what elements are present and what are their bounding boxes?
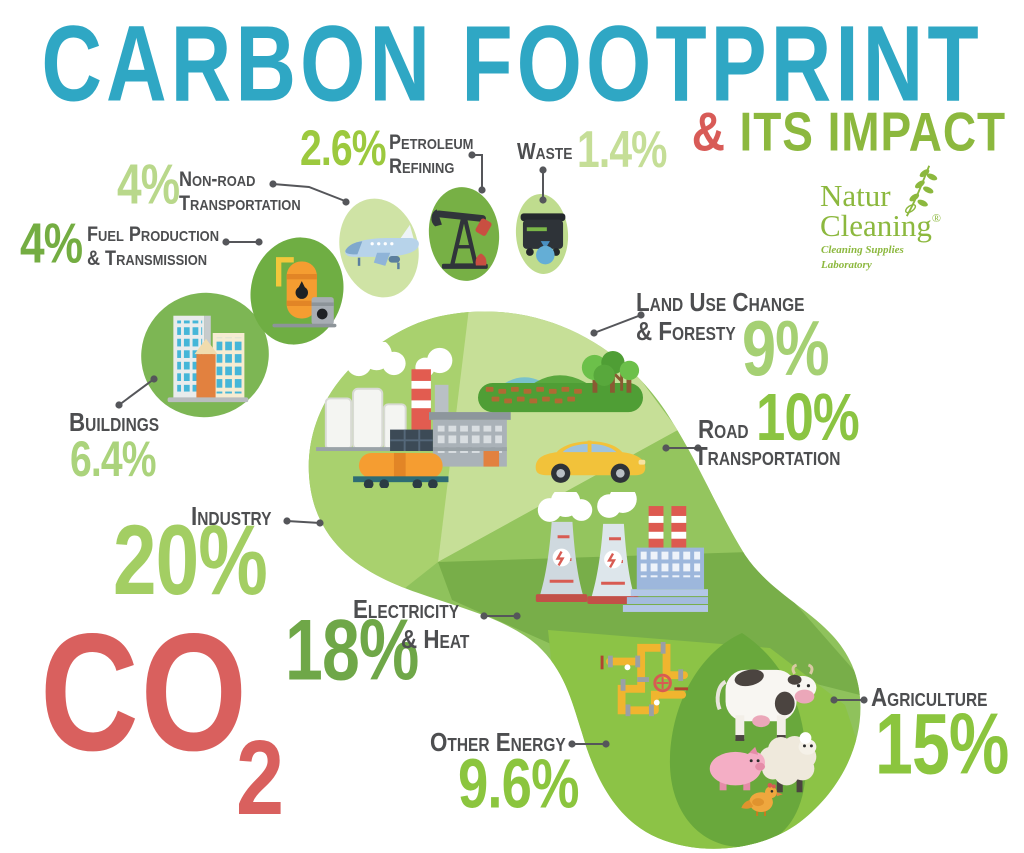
registered-mark: ®	[931, 211, 942, 225]
other-energy-label: Other Energy	[430, 727, 566, 757]
agriculture-label: Agriculture	[871, 682, 988, 712]
sheep	[759, 732, 817, 793]
city-buildings-icon	[167, 315, 249, 403]
factory-icon	[316, 342, 511, 488]
yellow-car-icon	[535, 440, 646, 483]
waste-label: Waste	[517, 138, 573, 164]
petroleum-label: Petroleum Refining	[389, 131, 474, 178]
buildings-label: Buildings	[69, 407, 160, 437]
road-label-line2: Transportation	[694, 441, 841, 471]
logo-tagline-line2: Laboratory	[821, 258, 872, 271]
logo-name-line1: Natur	[820, 178, 891, 213]
land-use-value: 9%	[742, 305, 830, 393]
non-road-value: 4%	[117, 153, 180, 217]
electricity-value: 18%	[285, 601, 419, 698]
page-title: CARBON FOOTPRINT	[41, 3, 983, 124]
road-value: 10%	[756, 380, 860, 456]
fuel-production-label: Fuel Production & Transmission	[87, 223, 220, 270]
co2-subscript: 2	[236, 719, 286, 838]
connector-lines	[115, 151, 868, 748]
petroleum-value: 2.6%	[300, 119, 387, 176]
fuel-tank-icon	[272, 257, 337, 328]
pipeline-icon	[600, 641, 689, 717]
industry-label: Industry	[191, 501, 272, 531]
deforestation-icon	[478, 351, 643, 413]
waste-value: 1.4%	[577, 121, 667, 179]
logo-tagline-line1: Cleaning Supplies	[821, 244, 904, 256]
page-subtitle: & ITS IMPACT	[596, 100, 1006, 164]
logo-tagline: Cleaning Supplies Laboratory	[821, 243, 904, 273]
leaf-sprig-icon	[904, 165, 938, 217]
non-road-label: Non-road Transportation	[179, 168, 301, 215]
subtitle-ampersand: &	[691, 101, 726, 163]
subtitle-text: ITS IMPACT	[725, 101, 1006, 163]
other-energy-value: 9.6%	[458, 744, 579, 823]
buildings-value: 6.4%	[70, 430, 157, 487]
agriculture-value: 15%	[875, 695, 1009, 792]
power-plant-icon	[535, 492, 708, 612]
logo-name-line2: Cleaning®	[820, 208, 942, 243]
fuel-production-value: 4%	[20, 212, 83, 276]
industry-value: 20%	[113, 505, 268, 616]
oil-pump-icon	[431, 209, 492, 269]
cow	[715, 663, 817, 741]
pig	[709, 746, 766, 791]
airplane-icon	[345, 224, 419, 270]
land-use-label: Land Use Change & Foresty	[636, 287, 805, 347]
waste-bin-icon	[520, 213, 566, 265]
co2-formula: CO	[40, 599, 249, 787]
electricity-label-line1: Electricity	[353, 594, 460, 624]
electricity-label-line2: & Heat	[401, 624, 470, 654]
road-label-line1: Road	[698, 414, 749, 444]
chicken	[741, 782, 783, 816]
farm-animals-icon	[709, 663, 817, 816]
